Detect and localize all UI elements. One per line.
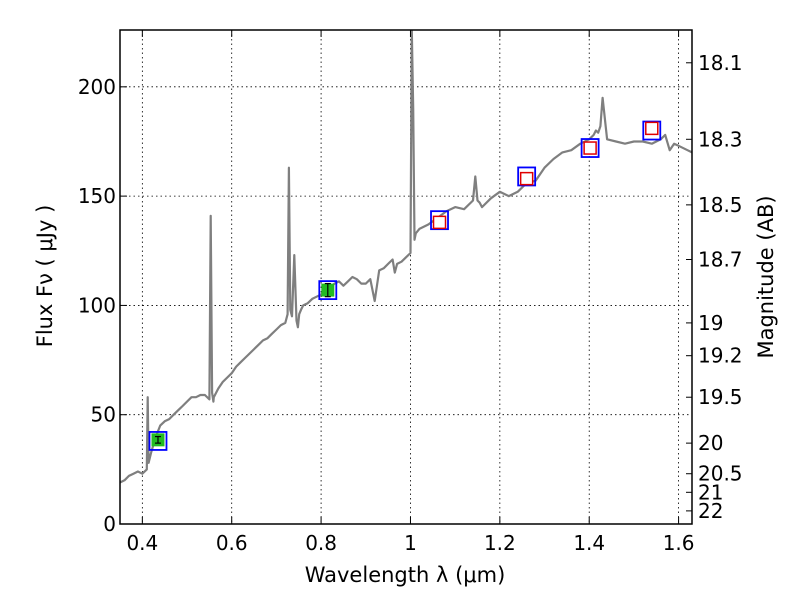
right-tick-label: 20.5 bbox=[698, 462, 743, 486]
right-axis-label: Magnitude (AB) bbox=[754, 195, 778, 358]
plot-frame bbox=[119, 29, 693, 525]
right-tick-label: 20 bbox=[698, 431, 723, 455]
observed-point-obs-1.40 bbox=[583, 141, 597, 155]
x-tick-label: 1 bbox=[404, 531, 417, 555]
x-tick-label: 0.8 bbox=[305, 531, 337, 555]
x-tick-label: 1.2 bbox=[484, 531, 516, 555]
model-point-model-1.40 bbox=[580, 138, 600, 158]
right-tick-label: 18.1 bbox=[698, 51, 743, 75]
spectrum-line bbox=[120, 30, 692, 484]
y-tick-label: 200 bbox=[78, 75, 116, 99]
right-tick-label: 18.7 bbox=[698, 248, 743, 272]
right-tick-label: 22 bbox=[698, 499, 723, 523]
x-tick-label: 0.4 bbox=[126, 531, 158, 555]
axis-ticks bbox=[120, 30, 692, 525]
observed-point-obs-1.07 bbox=[432, 215, 447, 230]
model-point-model-0.81 bbox=[318, 280, 338, 301]
x-tick-label: 1.6 bbox=[663, 531, 695, 555]
right-tick-label: 18.3 bbox=[698, 127, 743, 151]
x-tick-labels: 0.4 0.6 0.8 1 1.2 1.4 1.6 bbox=[126, 531, 694, 555]
grid-lines bbox=[120, 30, 692, 525]
y-axis-label: Flux Fν ( μJy ) bbox=[33, 205, 57, 348]
y-tick-label: 150 bbox=[78, 184, 116, 208]
right-tick-label: 19.5 bbox=[698, 385, 743, 409]
right-tick-label: 18.5 bbox=[698, 193, 743, 217]
x-tick-label: 1.4 bbox=[573, 531, 605, 555]
right-tick-label: 21 bbox=[698, 480, 723, 504]
observed-point-obs-1.54 bbox=[645, 121, 659, 136]
model-point-model-1.26 bbox=[517, 166, 537, 187]
y-tick-labels: 0 50 100 150 200 bbox=[78, 75, 116, 536]
y-tick-label: 100 bbox=[78, 293, 116, 317]
model-point-model-1.07 bbox=[430, 210, 449, 231]
right-tick-label: 19 bbox=[698, 311, 723, 335]
spectrum-layer bbox=[120, 30, 692, 484]
photometry-points bbox=[148, 120, 662, 451]
right-tick-label: 19.2 bbox=[698, 344, 743, 368]
y-tick-label: 0 bbox=[103, 512, 116, 536]
observed-point-obs-1.26 bbox=[519, 171, 534, 186]
x-tick-label: 0.6 bbox=[216, 531, 248, 555]
x-axis-label: Wavelength λ (μm) bbox=[305, 563, 506, 587]
y-tick-label: 50 bbox=[91, 403, 116, 427]
model-point-model-1.54 bbox=[642, 120, 662, 141]
model-point-model-0.44 bbox=[148, 431, 168, 451]
